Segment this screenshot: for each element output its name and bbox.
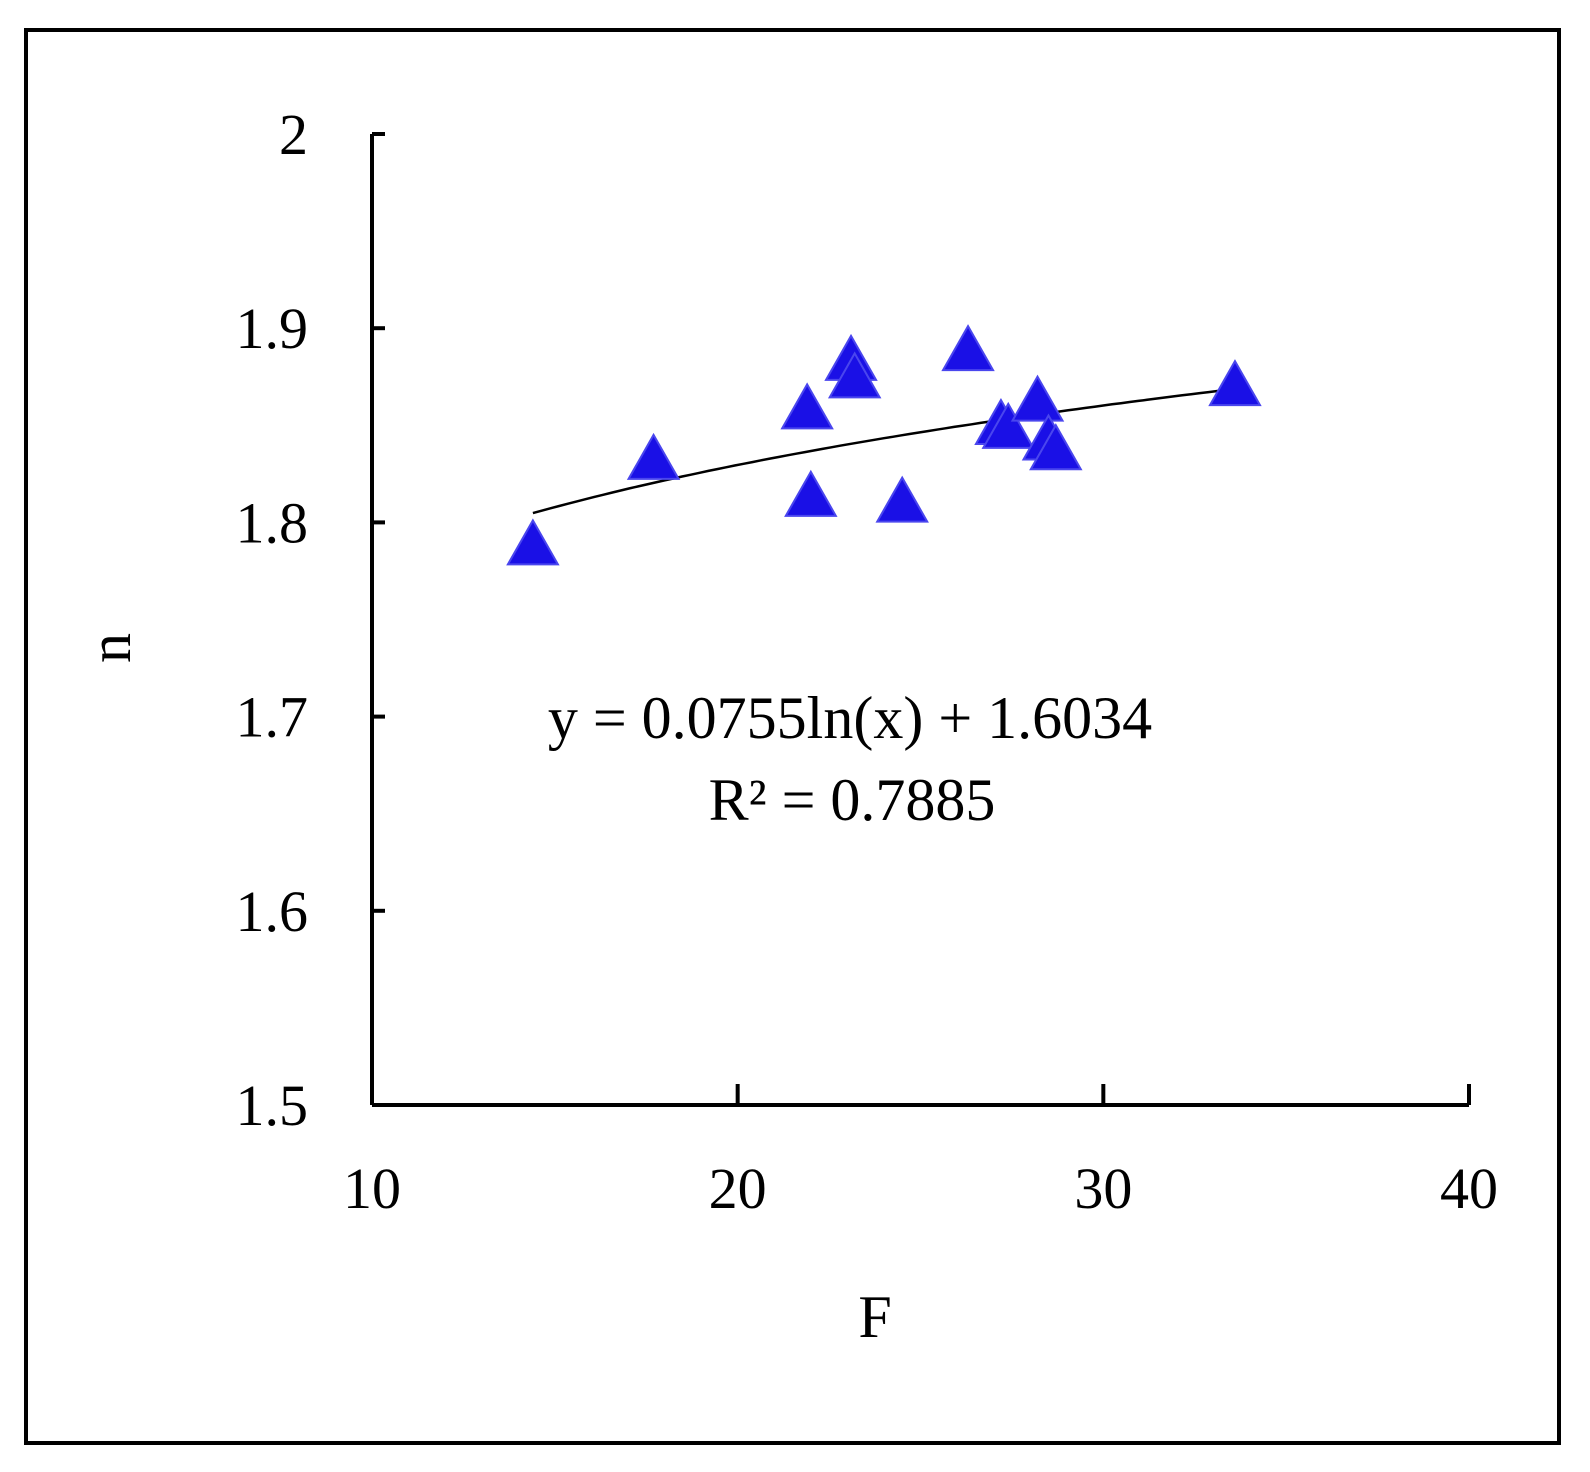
trendline-curve [532,387,1236,515]
ticks [370,132,1471,1107]
y-tick-label: 1.6 [236,879,309,944]
tick-labels: 1.5 1.6 1.7 1.8 1.9 2 10 20 30 40 [236,102,1499,1221]
y-axis-label: n [77,633,143,663]
trendline-equation: y = 0.0755ln(x) + 1.6034 [548,685,1152,751]
y-tick-label: 1.9 [236,296,309,361]
x-tick-label: 20 [709,1156,767,1221]
data-point-triangle [1029,423,1083,471]
trendline-r-squared: R² = 0.7885 [709,767,996,833]
x-tick-label: 10 [343,1156,401,1221]
data-point-triangle [780,382,834,430]
y-tick-label: 2 [279,102,308,167]
trendline [532,387,1236,515]
y-tick-label: 1.8 [236,490,309,555]
data-point-triangle [827,351,882,399]
data-point-triangle [1208,359,1262,407]
axes [370,134,1469,1107]
data-points [506,324,1262,566]
chart-frame [24,28,1561,1445]
data-point-triangle [506,518,560,566]
data-point-triangle [981,401,1035,449]
y-tick-label: 1.7 [236,685,309,750]
x-tick-label: 30 [1074,1156,1132,1221]
x-axis-label: F [858,1284,891,1350]
y-tick-label: 1.5 [236,1073,309,1138]
data-point-triangle [875,475,929,523]
x-tick-label: 40 [1440,1156,1498,1221]
data-point-triangle [941,324,995,372]
data-point-triangle [784,469,838,517]
data-point-triangle [626,432,681,480]
data-point-triangle [1010,374,1065,422]
